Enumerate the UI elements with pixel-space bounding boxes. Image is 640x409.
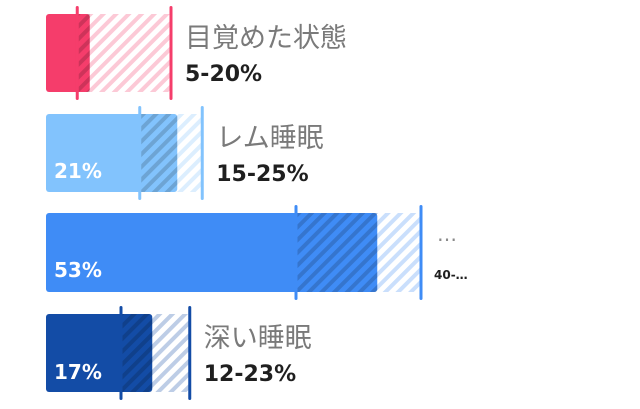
bar-value-label: 21%: [54, 159, 102, 183]
range-max-marker: [200, 106, 204, 200]
stage-row-2: 21% レム睡眠 15-25%: [46, 106, 324, 200]
range-overlap: [121, 314, 153, 392]
bar: [46, 213, 378, 292]
stage-name-label: 深い睡眠: [204, 323, 312, 354]
range-max-marker: [419, 205, 423, 300]
stage-range-label: 40-…: [434, 268, 468, 282]
stage-row-1: 目覚めた状態 5-20%: [46, 6, 347, 100]
stage-name-label: レム睡眠: [216, 123, 323, 154]
chart-marks: 目覚めた状態5-20%21%レム睡眠15-25%53%…40-…17%深い睡眠1…: [46, 6, 468, 400]
stage-range-label: 5-20%: [185, 62, 262, 87]
range-max-marker: [169, 6, 173, 100]
stage-name-label: 目覚めた状態: [185, 23, 347, 54]
stage-row-3: 53% … 40-…: [46, 205, 468, 300]
range-min-marker: [294, 205, 298, 300]
stage-row-4: 17% 深い睡眠 12-23%: [46, 306, 312, 400]
range-min-marker: [75, 6, 79, 100]
range-overlap: [77, 14, 90, 92]
stage-range-label: 15-25%: [216, 162, 308, 187]
range-overlap: [296, 213, 378, 292]
stage-range-label: 12-23%: [204, 362, 296, 387]
range-min-marker: [138, 106, 142, 200]
range-overlap: [139, 114, 178, 192]
range-min-marker: [119, 306, 123, 400]
bar-value-label: 17%: [54, 360, 102, 384]
range-band: [77, 14, 171, 92]
stage-name-truncated: …: [437, 222, 457, 246]
range-max-marker: [188, 306, 192, 400]
bar-value-label: 53%: [54, 258, 102, 282]
